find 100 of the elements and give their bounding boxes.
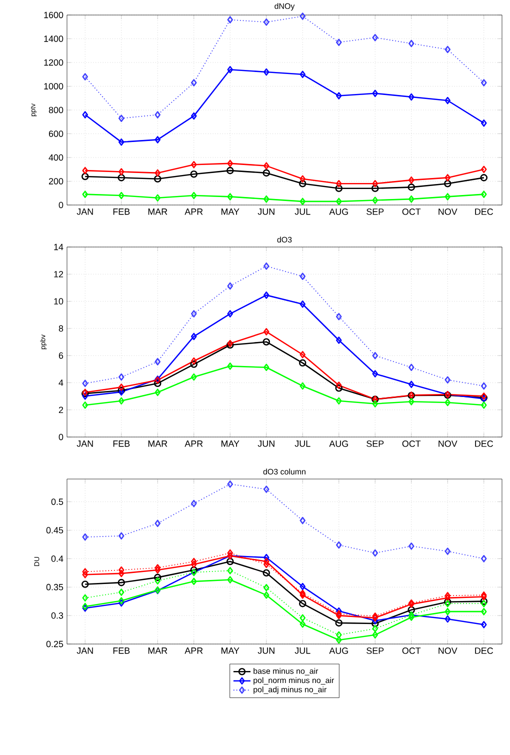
point — [371, 620, 379, 628]
point — [480, 79, 487, 86]
point — [372, 631, 378, 639]
point — [154, 380, 162, 388]
point — [300, 198, 306, 206]
point — [227, 160, 234, 168]
point — [372, 370, 378, 378]
point — [118, 384, 124, 391]
x-tick-label: FEB — [113, 208, 130, 215]
x-tick-label: JUL — [294, 648, 310, 654]
point — [444, 594, 451, 602]
point — [336, 631, 342, 639]
point — [190, 170, 198, 178]
point — [444, 608, 451, 616]
point — [118, 599, 124, 607]
x-tick-label: SEP — [366, 208, 384, 215]
point — [154, 388, 161, 396]
point — [480, 555, 487, 562]
x-tick-label: JUL — [294, 440, 310, 447]
point — [263, 554, 270, 562]
point — [300, 382, 306, 390]
point — [336, 336, 342, 344]
point — [408, 176, 414, 184]
point — [335, 619, 343, 627]
point — [444, 376, 451, 384]
point — [227, 66, 234, 74]
point — [227, 566, 234, 574]
point — [154, 111, 161, 118]
point — [408, 93, 414, 101]
point — [118, 532, 124, 540]
point — [298, 600, 306, 608]
point — [372, 34, 378, 42]
point — [444, 174, 451, 182]
point — [263, 486, 270, 493]
point — [444, 193, 451, 200]
x-tick-label: DEC — [475, 208, 494, 215]
point — [263, 195, 270, 203]
y-tick-label: 400 — [48, 154, 64, 161]
point — [263, 364, 270, 372]
x-tick-label: DEC — [475, 440, 494, 447]
point — [372, 614, 378, 622]
point — [263, 18, 270, 26]
point — [336, 180, 342, 188]
x-tick-label: NOV — [438, 648, 458, 654]
point — [408, 40, 414, 48]
point — [408, 542, 414, 550]
point — [336, 541, 342, 549]
y-tick-label: 10 — [54, 298, 64, 304]
point — [372, 612, 378, 620]
point — [190, 357, 197, 365]
point — [336, 198, 342, 206]
point — [154, 566, 161, 574]
point — [444, 96, 451, 104]
point — [82, 73, 88, 80]
point — [263, 591, 270, 599]
x-tick-label: SEP — [366, 440, 384, 447]
y-tick-label: 4 — [58, 380, 64, 386]
point — [263, 558, 270, 566]
point — [154, 577, 161, 584]
x-tick-label: MAY — [221, 648, 240, 654]
point — [226, 558, 234, 566]
x-tick-label: FEB — [113, 648, 130, 654]
point — [263, 328, 270, 336]
point — [300, 272, 306, 280]
x-tick-label: FEB — [113, 440, 130, 447]
point — [263, 560, 270, 568]
point — [227, 16, 234, 24]
point — [336, 636, 342, 644]
y-tick-label: 6 — [58, 352, 64, 359]
point — [190, 373, 197, 381]
point — [154, 175, 162, 183]
x-tick-label: JUN — [258, 648, 274, 654]
point — [300, 350, 306, 358]
point — [190, 192, 197, 200]
point — [372, 617, 378, 624]
y-tick-label: 14 — [54, 244, 64, 250]
point — [118, 174, 126, 182]
point — [372, 625, 378, 632]
y-tick-label: 1400 — [44, 36, 64, 42]
x-tick-label: MAR — [148, 648, 168, 654]
point — [300, 620, 306, 628]
point — [190, 112, 197, 120]
y-tick-label: 0.45 — [46, 527, 64, 534]
point — [82, 533, 88, 541]
x-tick-label: MAY — [221, 440, 240, 447]
x-tick-label: AUG — [329, 648, 348, 654]
point — [82, 568, 88, 576]
point — [190, 360, 198, 368]
point — [154, 564, 161, 572]
point — [408, 364, 414, 372]
point — [300, 175, 306, 183]
point — [300, 516, 306, 524]
point — [298, 359, 306, 367]
x-tick-label: OCT — [402, 440, 421, 447]
point — [190, 500, 197, 508]
point — [227, 282, 234, 290]
point — [227, 480, 234, 488]
point — [154, 520, 161, 528]
point — [118, 138, 124, 146]
point — [444, 398, 451, 406]
